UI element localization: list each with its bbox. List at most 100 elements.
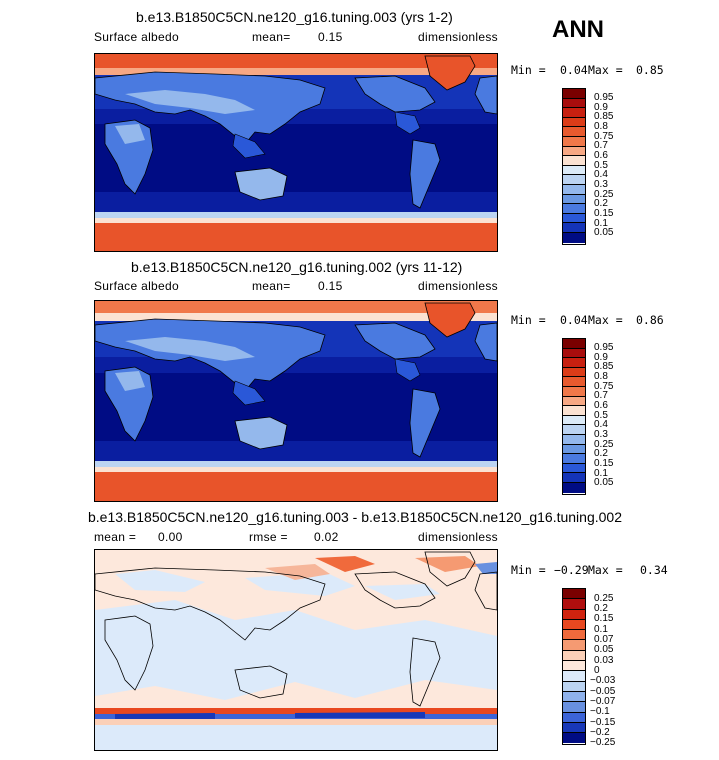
colorbar-tick: 0.05 [594, 227, 614, 238]
colorbar-tick: −0.25 [590, 737, 616, 748]
units-label: dimensionless [418, 530, 498, 544]
colorbar-swatch [563, 609, 585, 620]
colorbar-tick: 0.3 [594, 429, 608, 440]
colorbar-tick: 0.05 [594, 644, 614, 655]
colorbar-tick: 0.25 [594, 593, 614, 604]
colorbar-tick: −0.15 [590, 717, 616, 728]
min-value: 0.04 [560, 63, 588, 77]
colorbar-tick: 0.8 [594, 121, 608, 132]
colorbar-swatch [563, 194, 585, 205]
colorbar-swatch [563, 619, 585, 631]
colorbar-tick: 0.95 [594, 342, 614, 353]
colorbar-tick: 0.5 [594, 410, 608, 421]
min-value: −0.29 [554, 563, 589, 577]
colorbar-swatch [563, 671, 585, 682]
colorbar-tick: −0.1 [590, 706, 610, 717]
colorbar-swatch [563, 650, 585, 662]
colorbar-swatch [563, 444, 585, 455]
colorbar-swatch [563, 406, 585, 416]
colorbar-swatch [563, 348, 585, 359]
colorbar-tick: 0.9 [594, 352, 608, 363]
panel-title: b.e13.B1850C5CN.ne120_g16.tuning.003 (yr… [136, 9, 453, 25]
rmse-label: rmse = [249, 530, 288, 544]
albedo-map [94, 300, 498, 502]
colorbar-tick: 0.03 [594, 655, 614, 666]
colorbar-swatch [563, 98, 585, 109]
colorbar-swatch [563, 434, 585, 445]
colorbar-swatch [563, 702, 585, 713]
mean-label: mean = [94, 530, 137, 544]
colorbar-swatch [563, 165, 585, 176]
colorbar-swatch [563, 712, 585, 723]
min-label: Min = [511, 63, 546, 77]
colorbar-swatch [563, 156, 585, 166]
colorbar-swatch [563, 599, 585, 610]
colorbar-tick: −0.2 [590, 727, 610, 738]
colorbar-swatch [563, 367, 585, 378]
colorbar-tick: 0.75 [594, 381, 614, 392]
max-value: 0.34 [640, 563, 668, 577]
colorbar-tick: −0.07 [590, 696, 616, 707]
colorbar-swatch [563, 377, 585, 387]
max-label: Max = [588, 313, 623, 327]
colorbar-swatch [563, 184, 585, 195]
colorbar-tick: 0.7 [594, 140, 608, 151]
colorbar-tick: 0.9 [594, 102, 608, 113]
colorbar-tick: 0.95 [594, 92, 614, 103]
panel-title: b.e13.B1850C5CN.ne120_g16.tuning.002 (yr… [131, 259, 463, 275]
colorbar-tick: 0.15 [594, 613, 614, 624]
panel-title: b.e13.B1850C5CN.ne120_g16.tuning.003 - b… [88, 509, 622, 525]
colorbar-tick: 0.1 [594, 468, 608, 479]
season-label: ANN [552, 16, 604, 43]
colorbar-tick: 0 [594, 665, 600, 676]
colorbar-tick: 0.85 [594, 361, 614, 372]
colorbar [562, 88, 586, 245]
mean-value: 0.15 [318, 30, 343, 44]
colorbar [562, 588, 586, 745]
colorbar-tick: 0.8 [594, 371, 608, 382]
colorbar-tick: 0.1 [594, 624, 608, 635]
colorbar-tick: −0.05 [590, 686, 616, 697]
colorbar-swatch [563, 722, 585, 734]
colorbar-swatch [563, 691, 585, 703]
colorbar-swatch [563, 425, 585, 435]
colorbar-swatch [563, 681, 585, 692]
colorbar-tick: 0.15 [594, 458, 614, 469]
min-value: 0.04 [560, 313, 588, 327]
colorbar-swatch [563, 454, 585, 464]
colorbar [562, 338, 586, 495]
colorbar-swatch [563, 175, 585, 185]
colorbar-tick: 0.25 [594, 439, 614, 450]
colorbar-swatch [563, 136, 585, 147]
colorbar-tick: 0.07 [594, 634, 614, 645]
max-label: Max = [588, 563, 623, 577]
colorbar-swatch [563, 640, 585, 651]
colorbar-swatch [563, 589, 585, 600]
colorbar-tick: 0.2 [594, 448, 608, 459]
colorbar-swatch [563, 733, 585, 744]
rmse-value: 0.02 [314, 530, 339, 544]
colorbar-swatch [563, 146, 585, 157]
mean-label: mean= [252, 279, 291, 293]
colorbar-tick: −0.03 [590, 675, 616, 686]
colorbar-swatch [563, 223, 585, 233]
max-value: 0.85 [636, 63, 664, 77]
colorbar-swatch [563, 89, 585, 99]
colorbar-swatch [563, 463, 585, 474]
colorbar-swatch [563, 630, 585, 641]
colorbar-tick: 0.6 [594, 400, 608, 411]
colorbar-swatch [563, 482, 585, 493]
albedo-map [94, 53, 498, 252]
colorbar-tick: 0.2 [594, 198, 608, 209]
colorbar-swatch [563, 473, 585, 483]
colorbar-swatch [563, 213, 585, 224]
min-label: Min = [511, 563, 546, 577]
difference-map [94, 549, 498, 751]
colorbar-tick: 0.05 [594, 477, 614, 488]
colorbar-tick: 0.2 [594, 603, 608, 614]
colorbar-swatch [563, 396, 585, 407]
colorbar-swatch [563, 386, 585, 397]
units-label: dimensionless [418, 30, 498, 44]
colorbar-tick: 0.3 [594, 179, 608, 190]
units-label: dimensionless [418, 279, 498, 293]
